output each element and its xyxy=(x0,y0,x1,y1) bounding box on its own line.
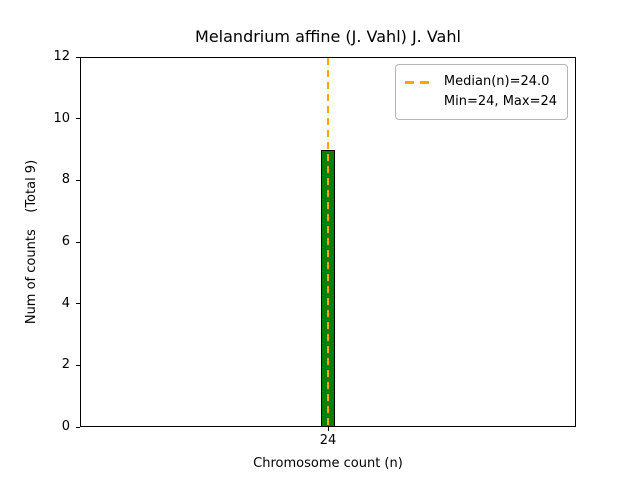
x-tick-label: 24 xyxy=(319,433,337,448)
y-tick-mark xyxy=(76,118,80,120)
y-tick-mark xyxy=(76,426,80,428)
y-tick-label: 0 xyxy=(61,419,70,434)
y-tick-label: 10 xyxy=(53,110,70,126)
y-tick-mark xyxy=(76,241,80,243)
y-tick-mark xyxy=(76,364,80,366)
y-tick-label: 2 xyxy=(61,357,70,373)
median-dashed-line xyxy=(326,58,330,426)
dashed-line-sample-icon xyxy=(404,80,435,84)
x-tick-mark xyxy=(327,427,329,431)
empty-sample xyxy=(405,101,435,104)
y-tick-mark xyxy=(76,303,80,305)
y-tick-mark xyxy=(76,179,80,181)
legend: Median(n)=24.0 Min=24, Max=24 xyxy=(394,64,568,120)
y-tick-label: 6 xyxy=(61,234,70,249)
legend-entry-median: Median(n)=24.0 xyxy=(404,72,557,92)
chart-title: Melandrium affine (J. Vahl) J. Vahl xyxy=(195,27,461,46)
y-tick-label: 4 xyxy=(61,295,70,311)
y-tick-label: 8 xyxy=(61,172,70,188)
legend-label-minmax: Min=24, Max=24 xyxy=(443,94,557,109)
y-tick-label: 12 xyxy=(53,49,70,64)
x-axis-label: Chromosome count (n) xyxy=(253,456,403,471)
y-tick-mark xyxy=(76,56,80,58)
legend-entry-minmax: Min=24, Max=24 xyxy=(405,92,557,112)
legend-label-median: Median(n)=24.0 xyxy=(443,74,550,89)
